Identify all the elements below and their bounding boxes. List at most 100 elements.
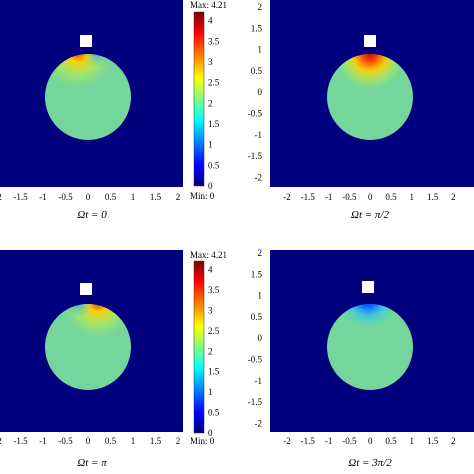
colorbar-bottom: Max: 4.21 Min: 0 4 3.5 3 2.5 2 1.5 1 0.5 0 xyxy=(190,250,227,446)
colorbar-tick-label: 1 xyxy=(208,387,213,397)
y-tick-label: 1 xyxy=(258,45,263,55)
y-tick-label: 2 xyxy=(258,248,263,258)
x-tick-label: -2 xyxy=(0,192,2,202)
y-tick-label: 1 xyxy=(258,291,263,301)
x-tick-label: 0 xyxy=(86,436,91,446)
y-tick-label: -1 xyxy=(255,130,263,140)
x-tick-label: 1.5 xyxy=(427,192,439,202)
colorbar-ticks: 4 3.5 3 2.5 2 1.5 1 0.5 0 xyxy=(208,16,220,191)
colorbar-tick-label: 3 xyxy=(208,57,213,67)
x-axis-ticks: -2 -1.5 -1 -0.5 0 0.5 1 1.5 2 xyxy=(283,192,455,202)
y-tick-label: 0.5 xyxy=(251,66,263,76)
y-axis-ticks: 2 1.5 1 0.5 0 -0.5 -1 -1.5 -2 xyxy=(248,248,263,428)
caption-panel-1: Ωt = 0 xyxy=(77,209,107,221)
x-tick-label: 2 xyxy=(176,192,181,202)
colorbar-min-label: Min: 0 xyxy=(190,436,215,446)
colorbar-top: Max: 4.21 Min: 0 4 3.5 3 2.5 2 1.5 1 0.5 0 xyxy=(190,0,227,201)
y-tick-label: -1.5 xyxy=(248,151,263,161)
y-tick-label: 0.5 xyxy=(251,312,263,322)
colorbar-tick-label: 2.5 xyxy=(208,326,220,336)
x-tick-label: 0 xyxy=(368,436,373,446)
y-axis-ticks: 2 1.5 1 0.5 0 -0.5 -1 -1.5 -2 xyxy=(248,2,263,182)
colorbar-max-label: Max: 4.21 xyxy=(190,250,227,260)
panel-omega-pi-2 xyxy=(270,0,474,187)
x-tick-label: -0.5 xyxy=(58,192,73,202)
x-tick-label: 0 xyxy=(368,192,373,202)
y-tick-label: 1.5 xyxy=(251,269,263,279)
caption-text: Ωt = 0 xyxy=(77,209,107,221)
x-tick-label: -0.5 xyxy=(342,192,357,202)
caption-text: Ωt = π xyxy=(77,457,107,469)
x-tick-label: -1 xyxy=(325,436,333,446)
cold-spot xyxy=(45,54,131,140)
colorbar-tick-label: 0.5 xyxy=(208,408,220,418)
x-tick-label: 0.5 xyxy=(105,436,117,446)
marker-square xyxy=(364,35,376,47)
y-tick-label: -0.5 xyxy=(248,109,263,119)
x-tick-label: -1 xyxy=(39,192,47,202)
y-tick-label: -2 xyxy=(255,172,263,182)
colorbar-gradient xyxy=(193,260,205,434)
x-tick-label: 0.5 xyxy=(105,192,117,202)
x-tick-label: 1.5 xyxy=(427,436,439,446)
cold-spot xyxy=(327,304,413,390)
x-axis-ticks: -2 -1.5 -1 -0.5 0 0.5 1 1.5 2 xyxy=(283,436,455,446)
colorbar-tick-label: 0.5 xyxy=(208,160,220,170)
x-tick-label: 1 xyxy=(131,192,136,202)
x-tick-label: 0.5 xyxy=(385,436,397,446)
colorbar-tick-label: 2 xyxy=(208,346,213,356)
caption-text: Ωt = 3π/2 xyxy=(348,457,392,469)
colorbar-tick-label: 2 xyxy=(208,98,213,108)
x-axis-ticks: -2 -1.5 -1 -0.5 0 0.5 1 1.5 2 xyxy=(0,192,180,202)
x-axis-ticks: -2 -1.5 -1 -0.5 0 0.5 1 1.5 2 xyxy=(0,436,180,446)
x-tick-label: -1.5 xyxy=(301,192,316,202)
y-tick-label: -1.5 xyxy=(248,397,263,407)
colorbar-tick-label: 2.5 xyxy=(208,78,220,88)
x-tick-label: 0.5 xyxy=(385,192,397,202)
x-tick-label: 1 xyxy=(410,192,415,202)
colorbar-tick-label: 1.5 xyxy=(208,367,220,377)
x-tick-label: -1.5 xyxy=(301,436,316,446)
y-tick-label: 2 xyxy=(258,2,263,12)
x-tick-label: -2 xyxy=(283,192,291,202)
x-tick-label: 2 xyxy=(451,192,456,202)
colorbar-tick-label: 1 xyxy=(208,140,213,150)
x-tick-label: 1 xyxy=(410,436,415,446)
marker-square xyxy=(80,35,92,47)
x-tick-label: -0.5 xyxy=(342,436,357,446)
cold-spot xyxy=(45,304,131,390)
y-tick-label: 0 xyxy=(258,333,263,343)
x-tick-label: -2 xyxy=(283,436,291,446)
y-tick-label: -2 xyxy=(255,418,263,428)
caption-text: Ωt = π/2 xyxy=(351,209,390,221)
caption-panel-3: Ωt = π xyxy=(77,457,107,469)
panel-omega-pi xyxy=(0,250,183,432)
y-tick-label: -1 xyxy=(255,376,263,386)
caption-panel-4: Ωt = 3π/2 xyxy=(348,457,392,469)
colorbar-tick-label: 0 xyxy=(208,428,213,438)
marker-square xyxy=(362,281,374,293)
x-tick-label: 1 xyxy=(131,436,136,446)
colorbar-tick-label: 1.5 xyxy=(208,119,220,129)
x-tick-label: 1.5 xyxy=(150,436,162,446)
x-tick-label: 2 xyxy=(451,436,456,446)
panel-omega-0 xyxy=(0,0,183,187)
y-tick-label: 1.5 xyxy=(251,23,263,33)
colorbar-ticks: 4 3.5 3 2.5 2 1.5 1 0.5 0 xyxy=(208,265,220,438)
colorbar-tick-label: 3.5 xyxy=(208,285,220,295)
x-tick-label: -2 xyxy=(0,436,2,446)
x-tick-label: -0.5 xyxy=(58,436,73,446)
x-tick-label: 2 xyxy=(176,436,181,446)
x-tick-label: -1.5 xyxy=(13,192,28,202)
colorbar-tick-label: 3.5 xyxy=(208,36,220,46)
colorbar-max-label: Max: 4.21 xyxy=(190,0,227,10)
colorbar-tick-label: 4 xyxy=(208,16,213,26)
y-tick-label: 0 xyxy=(258,87,263,97)
x-tick-label: -1 xyxy=(325,192,333,202)
x-tick-label: 1.5 xyxy=(150,192,162,202)
x-tick-label: -1.5 xyxy=(13,436,28,446)
x-tick-label: -1 xyxy=(39,436,47,446)
colorbar-tick-label: 4 xyxy=(208,265,213,275)
colorbar-gradient xyxy=(193,11,205,187)
